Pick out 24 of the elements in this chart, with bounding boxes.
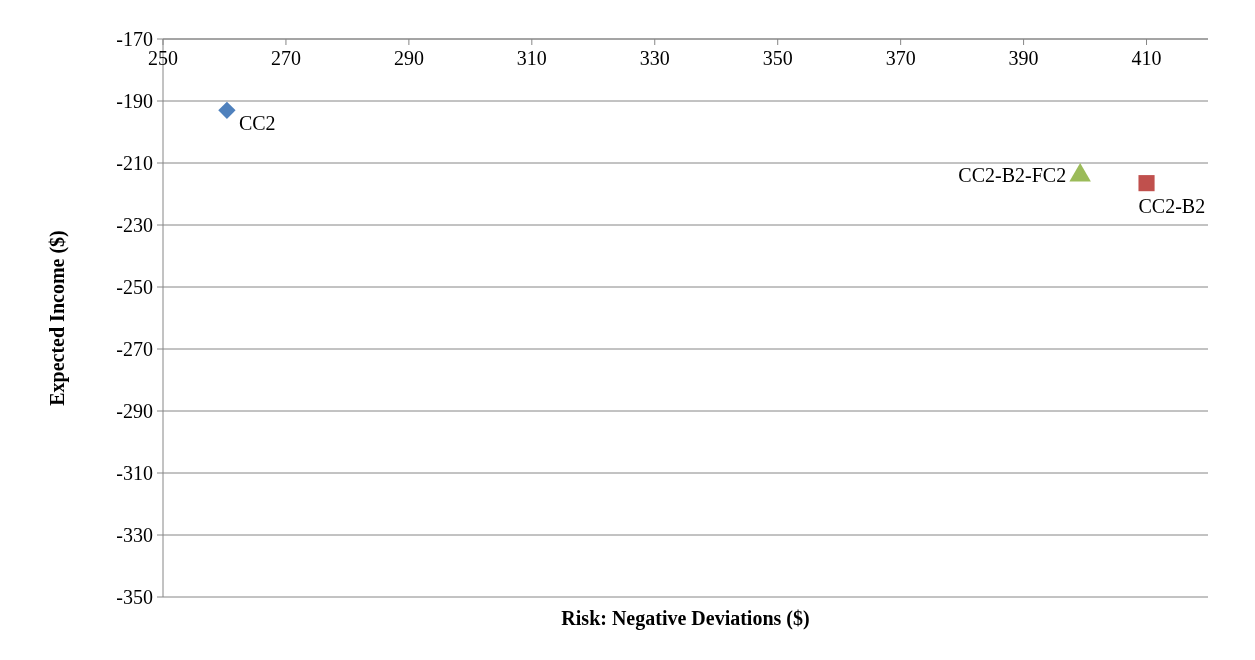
y-tick-label: -330 <box>116 524 153 546</box>
x-tick-label: 330 <box>639 47 670 69</box>
y-tick-label: -210 <box>116 152 153 174</box>
y-tick-label: -230 <box>116 214 153 236</box>
x-tick-label: 370 <box>885 47 916 69</box>
y-tick-label: -310 <box>116 462 153 484</box>
y-tick-label: -350 <box>116 586 153 608</box>
x-tick-label: 310 <box>516 47 547 69</box>
y-tick-label: -190 <box>116 90 153 112</box>
y-tick-label: -270 <box>116 338 153 360</box>
y-tick-label: -250 <box>116 276 153 298</box>
x-tick-label: 350 <box>762 47 793 69</box>
y-tick-label: -170 <box>116 28 153 50</box>
x-tick-label: 250 <box>148 47 178 69</box>
series-label: CC2-B2-FC2 <box>958 164 1067 187</box>
series-label: CC2 <box>238 112 276 135</box>
x-tick-label: 410 <box>1131 47 1162 69</box>
y-tick-label: -290 <box>116 400 153 422</box>
x-tick-label: 290 <box>393 47 424 69</box>
x-tick-label: 390 <box>1008 47 1039 69</box>
x-tick-label: 270 <box>270 47 301 69</box>
series-label: CC2-B2 <box>1138 195 1206 218</box>
y-axis-title: Expected Income ($) <box>46 230 69 406</box>
x-axis-title: Risk: Negative Deviations ($) <box>561 607 810 630</box>
